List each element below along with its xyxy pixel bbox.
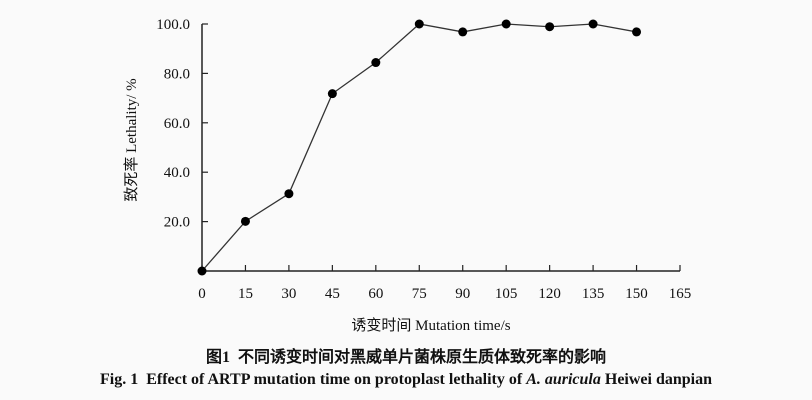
- line-chart: 0 15 30 45 60 75 90 105 120 135 150 165 20.0 40.0 60.0…: [123, 17, 692, 334]
- caption-en-species: A. auricula: [526, 371, 601, 388]
- y-tick-label: 40.0: [164, 165, 190, 181]
- data-point: [284, 189, 294, 199]
- data-point: [371, 58, 381, 68]
- x-tick-label: 135: [582, 286, 605, 302]
- x-tick-label: 75: [412, 286, 427, 302]
- x-tick-label: 0: [198, 286, 206, 302]
- caption-cn-text: 不同诱变时间对黑威单片菌株原生质体致死率的影响: [238, 349, 607, 366]
- data-point: [501, 19, 511, 29]
- x-tick-label: 15: [238, 286, 253, 302]
- y-tick-label: 100.0: [156, 17, 190, 33]
- data-point: [240, 216, 250, 226]
- data-point: [414, 19, 424, 29]
- caption-en-label: Fig. 1: [99, 371, 139, 388]
- data-point: [458, 27, 468, 37]
- y-tick-label: 60.0: [164, 116, 190, 132]
- x-tick-label: 120: [538, 286, 561, 302]
- x-tick-label: 165: [669, 286, 692, 302]
- x-tick-label: 105: [495, 286, 518, 302]
- data-point: [327, 89, 337, 99]
- series-line: [201, 23, 637, 272]
- x-tick-label: 90: [455, 286, 470, 302]
- x-tick-label: 150: [625, 286, 648, 302]
- data-point: [545, 22, 555, 32]
- data-point: [588, 19, 598, 29]
- x-axis-label: 诱变时间 Mutation time/s: [351, 317, 510, 334]
- x-tick-label: 30: [281, 286, 296, 302]
- y-axis-label: 致死率 Lethality/ %: [123, 78, 140, 201]
- caption-en: Fig. 1 Effect of ARTP mutation time on p…: [0, 371, 812, 389]
- x-tick-label: 45: [325, 286, 340, 302]
- caption-en-text-1: Effect of ARTP mutation time on protopla…: [146, 371, 523, 388]
- y-tick-label: 20.0: [164, 215, 190, 231]
- caption-en-text-2: Heiwei danpian: [604, 371, 713, 388]
- data-point: [197, 266, 207, 276]
- caption-cn: 图1 不同诱变时间对黑威单片菌株原生质体致死率的影响: [0, 343, 812, 367]
- x-tick-label: 60: [368, 286, 383, 302]
- y-tick-label: 80.0: [164, 66, 190, 82]
- data-point: [632, 27, 642, 37]
- caption-cn-label: 图1: [205, 349, 230, 366]
